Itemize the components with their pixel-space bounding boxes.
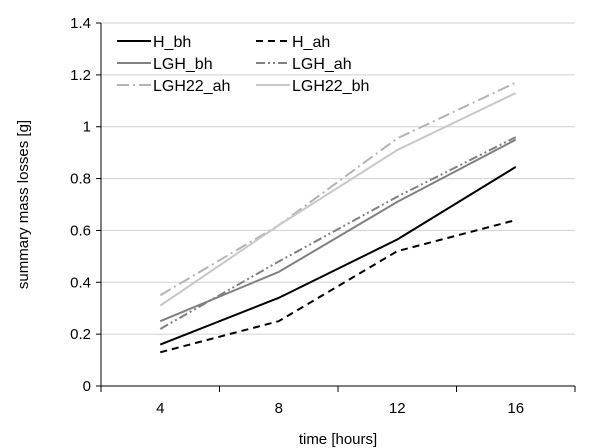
y-tick-label: 1 [83,119,91,136]
y-tick-label: 1.2 [70,67,91,84]
legend: H_bh H_ah LGH_bh LGH_ah LGH22_ah LGH22_bh [117,34,369,95]
legend-label: LGH22_ah [153,78,230,95]
x-tick-label: 12 [389,400,406,417]
y-tick-label: 0 [83,378,91,395]
legend-label: H_ah [292,34,330,51]
series-line-lgh22-ah [159,81,517,297]
legend-label: LGH_ah [292,56,352,73]
y-tick-label: 0.2 [70,326,91,343]
legend-label: H_bh [153,34,191,51]
x-axis-label: time [hours] [299,431,377,448]
y-tick-label: 0.4 [70,274,91,291]
y-tick-label: 1.4 [70,15,91,32]
series-line-lgh-bh [159,138,517,323]
axes [96,22,576,392]
y-axis-label: summary mass losses [g] [15,120,32,289]
series-line-lgh22-bh [159,92,517,307]
series-line-h-bh [159,166,517,346]
y-tick-label: 0.6 [70,222,91,239]
series-line-h-ah [159,219,517,354]
legend-label: LGH_bh [153,56,213,73]
tick-labels: 0 0.2 0.4 0.6 0.8 1 1.2 1.4 4 8 12 16 [70,15,524,417]
y-tick-label: 0.8 [70,171,91,188]
x-tick-label: 16 [507,400,524,417]
gridlines [101,22,575,335]
x-tick-label: 8 [275,400,283,417]
series-line-lgh-ah [159,136,517,330]
x-tick-label: 4 [156,400,164,417]
legend-label: LGH22_bh [292,78,369,95]
series-lines [159,81,517,354]
